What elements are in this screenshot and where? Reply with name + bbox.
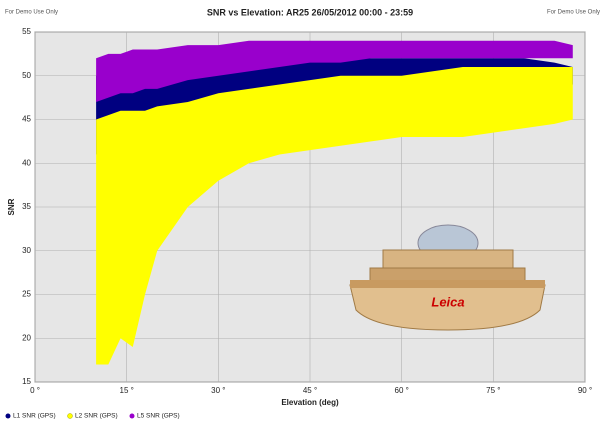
y-tick-label: 30 [22,246,31,255]
legend-label: L2 SNR (GPS) [75,413,118,420]
legend-label: L5 SNR (GPS) [137,413,180,420]
snr-band [96,40,573,102]
y-tick-label: 50 [22,71,31,80]
y-tick-label: 25 [22,290,31,299]
y-tick-label: 45 [22,115,31,124]
y-axis-label: SNR [7,198,16,215]
watermark: For Demo Use Only [5,10,58,16]
watermark: For Demo Use Only [547,10,600,16]
x-tick-label: 0 ° [30,386,40,395]
y-tick-label: 35 [22,202,31,211]
antenna [349,224,546,331]
x-tick-label: 90 ° [578,386,592,395]
x-axis-label: Elevation (deg) [281,398,339,407]
legend-marker [129,413,135,419]
x-tick-label: 60 ° [395,386,409,395]
y-tick-label: 15 [22,377,31,386]
legend-marker [5,413,11,419]
snr-band [96,67,573,365]
chart-title: SNR vs Elevation: AR25 26/05/2012 00:00 … [207,7,413,17]
legend-label: L1 SNR (GPS) [13,413,56,420]
y-tick-label: 20 [22,333,31,342]
legend-marker [67,413,73,419]
y-tick-label: 55 [22,27,31,36]
x-tick-label: 30 ° [211,386,225,395]
y-tick-label: 40 [22,158,31,167]
x-tick-label: 75 ° [486,386,500,395]
logo-text: Leica [431,294,464,309]
x-tick-label: 15 ° [120,386,134,395]
x-tick-label: 45 ° [303,386,317,395]
